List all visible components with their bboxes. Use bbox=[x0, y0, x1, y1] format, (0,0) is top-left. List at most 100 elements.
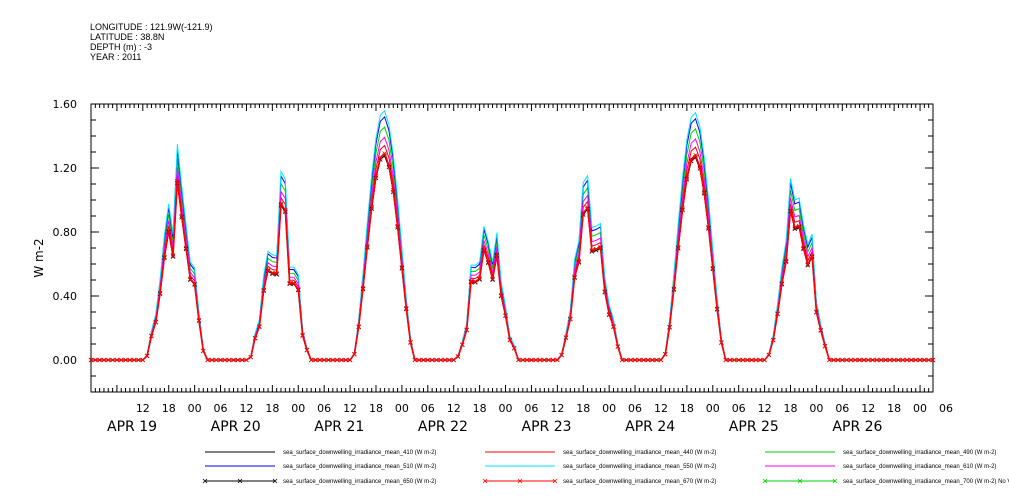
x-tick-label: 00 bbox=[188, 402, 202, 415]
series-marker bbox=[403, 306, 409, 311]
series-marker bbox=[93, 357, 98, 363]
year-label: YEAR : 2011 bbox=[90, 52, 142, 62]
series-marker bbox=[719, 340, 724, 345]
series-marker bbox=[114, 357, 120, 363]
series-marker bbox=[162, 254, 167, 260]
series-marker bbox=[822, 343, 828, 349]
series-marker bbox=[576, 259, 582, 264]
x-tick-label: 18 bbox=[265, 402, 279, 415]
series-marker bbox=[874, 357, 880, 363]
series-marker bbox=[334, 357, 340, 363]
series-marker bbox=[213, 357, 219, 363]
series-marker bbox=[490, 276, 495, 282]
series-marker bbox=[382, 151, 387, 156]
x-tick-label: 06 bbox=[421, 402, 435, 415]
series-marker bbox=[844, 357, 849, 363]
series-marker bbox=[339, 357, 344, 363]
series-marker bbox=[153, 319, 159, 325]
x-axis: 12 18 00 06 12 18 00 06 12 18 00 06 12 18 00 06 12 18 00 06… bbox=[90, 104, 953, 435]
x-tick-label: 18 bbox=[473, 402, 487, 415]
series-marker bbox=[624, 357, 629, 363]
series-marker bbox=[887, 357, 893, 363]
series-marker bbox=[602, 289, 608, 294]
series-marker bbox=[896, 357, 901, 363]
series-marker bbox=[727, 357, 733, 363]
series-marker bbox=[628, 357, 634, 363]
series-marker bbox=[356, 324, 361, 329]
legend-marker bbox=[762, 478, 768, 484]
series-marker bbox=[373, 173, 379, 179]
series-marker bbox=[572, 274, 577, 280]
series-marker bbox=[852, 357, 858, 363]
series-marker bbox=[196, 318, 202, 323]
x-tick-label: 12 bbox=[861, 402, 875, 415]
series-marker bbox=[88, 357, 94, 363]
series-marker bbox=[105, 357, 111, 363]
series-marker bbox=[593, 246, 599, 252]
legend-marker bbox=[272, 478, 278, 484]
series-marker bbox=[568, 316, 573, 322]
series-marker bbox=[283, 207, 288, 213]
series-marker bbox=[840, 357, 845, 363]
date-label: APR 20 bbox=[211, 419, 261, 435]
x-tick-label: 00 bbox=[913, 402, 927, 415]
series-marker bbox=[473, 279, 478, 284]
date-label: APR 24 bbox=[625, 419, 675, 435]
series-marker bbox=[753, 357, 759, 363]
series-marker bbox=[498, 293, 504, 298]
series-marker bbox=[831, 357, 836, 363]
series-marker bbox=[494, 252, 500, 257]
series-marker bbox=[818, 327, 824, 333]
series-marker bbox=[369, 204, 374, 210]
series-marker bbox=[835, 357, 841, 363]
legend-marker bbox=[797, 478, 803, 484]
y-tick-label: 1.60 bbox=[53, 98, 78, 111]
series-marker bbox=[252, 335, 258, 341]
series-marker bbox=[110, 357, 115, 363]
latitude-label: LATITUDE : 38.8N bbox=[90, 32, 165, 42]
series-marker bbox=[425, 357, 431, 363]
series-marker bbox=[395, 223, 400, 229]
legend-label: sea_surface_downwelling_irradiance_mean_… bbox=[283, 479, 436, 485]
series-marker bbox=[900, 357, 906, 363]
series-marker bbox=[170, 254, 176, 259]
series-marker bbox=[326, 357, 331, 363]
series-marker bbox=[127, 357, 133, 363]
series-marker bbox=[239, 357, 245, 363]
series-marker bbox=[909, 357, 914, 363]
series-marker bbox=[399, 265, 405, 270]
x-tick-label: 06 bbox=[214, 402, 228, 415]
series-marker bbox=[140, 357, 146, 363]
series-marker bbox=[563, 335, 569, 340]
y-axis: 0.00 0.40 0.80 1.20 1.60 bbox=[53, 98, 933, 393]
series-marker bbox=[257, 324, 262, 329]
series-marker bbox=[278, 201, 284, 207]
series-marker bbox=[857, 357, 862, 363]
x-tick-label: 06 bbox=[628, 402, 642, 415]
series-marker bbox=[347, 357, 353, 363]
series-marker bbox=[101, 357, 107, 363]
series-marker bbox=[930, 357, 936, 363]
series-marker bbox=[611, 324, 616, 329]
series-marker bbox=[386, 162, 392, 168]
date-label: APR 21 bbox=[314, 419, 364, 435]
series-marker bbox=[516, 357, 521, 363]
series-marker bbox=[589, 248, 595, 253]
series-marker bbox=[248, 354, 254, 360]
series-marker bbox=[870, 357, 875, 363]
series-marker bbox=[412, 357, 418, 363]
series-marker bbox=[641, 357, 646, 363]
series-marker bbox=[745, 357, 750, 363]
series-marker bbox=[546, 357, 551, 363]
series-marker bbox=[645, 357, 651, 363]
series-marker bbox=[542, 357, 547, 363]
series-marker bbox=[788, 207, 793, 212]
x-tick-label: 18 bbox=[576, 402, 590, 415]
series-marker bbox=[917, 357, 923, 363]
series-marker bbox=[796, 223, 802, 229]
series-marker bbox=[654, 357, 659, 363]
series-marker bbox=[736, 357, 741, 363]
series-marker bbox=[421, 357, 426, 363]
series-marker bbox=[481, 246, 487, 252]
legend-label: sea_surface_downwelling_irradiance_mean_… bbox=[563, 479, 716, 485]
